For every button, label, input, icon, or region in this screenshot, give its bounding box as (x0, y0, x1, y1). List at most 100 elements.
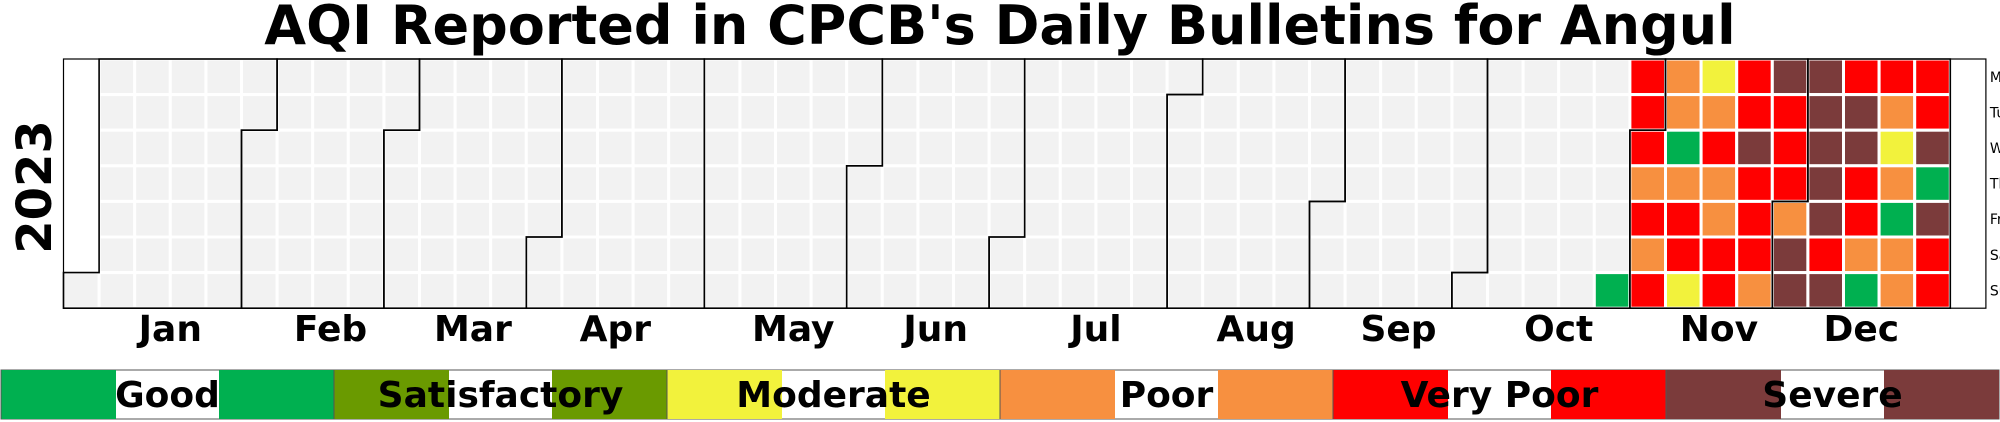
day-cell-empty (1557, 164, 1596, 203)
day-cell-moderate (1664, 271, 1703, 310)
day-cell-empty (631, 271, 671, 310)
day-cell-empty (1450, 57, 1490, 97)
day-cell-very-poor (1699, 271, 1739, 310)
day-cell-empty (667, 199, 706, 239)
day-cell-empty (97, 271, 137, 310)
day-cell-empty (1450, 199, 1490, 239)
day-cell-empty (738, 128, 778, 168)
day-cell-empty (1521, 128, 1561, 168)
day-cell-empty (1236, 57, 1276, 97)
day-cell-empty (1058, 199, 1098, 239)
day-cell-empty (1414, 271, 1454, 310)
weekday-label: Sun (1990, 283, 2000, 299)
month-label: Jun (900, 309, 968, 350)
day-cell-empty (133, 199, 172, 239)
legend-swatch-severe (1666, 370, 1781, 419)
day-cell-poor (1699, 93, 1739, 132)
weekday-label: Wed (1990, 141, 2000, 157)
day-cell-empty (418, 164, 457, 203)
day-cell-severe (1806, 93, 1846, 132)
day-cell-empty (1094, 164, 1134, 203)
day-cell-empty (1557, 235, 1596, 275)
day-cell-empty (453, 235, 493, 275)
day-cell-empty (916, 57, 956, 97)
day-cell-empty (346, 271, 386, 310)
month-label: Sep (1360, 309, 1436, 350)
day-cell-empty (1343, 57, 1383, 97)
day-cell-very-poor (1664, 199, 1703, 239)
day-cell-empty (880, 199, 920, 239)
day-cell-empty (1094, 235, 1134, 275)
day-cell-poor (1877, 164, 1917, 203)
day-cell-empty (453, 164, 493, 203)
day-cell-empty (809, 199, 849, 239)
day-cell-empty (453, 93, 493, 132)
month-label: Jul (1067, 309, 1121, 350)
day-cell-empty (204, 271, 243, 310)
day-cell-very-poor (1770, 128, 1810, 168)
day-cell-empty (1094, 199, 1134, 239)
day-cell-empty (631, 93, 671, 132)
day-cell-empty (560, 271, 600, 310)
day-cell-very-poor (1877, 57, 1917, 97)
day-cell-very-poor (1628, 93, 1668, 132)
day-cell-empty (916, 199, 956, 239)
day-cell-empty (311, 271, 350, 310)
grid-border (62, 58, 1987, 309)
day-cell-empty (667, 57, 706, 97)
legend-swatch-good (1, 370, 116, 419)
day-cell-empty (311, 164, 350, 203)
day-cell-empty (275, 128, 315, 168)
day-cell-severe (1806, 164, 1846, 203)
day-cell-empty (240, 271, 279, 310)
day-cell-empty (1379, 271, 1418, 310)
day-cell-empty (346, 164, 386, 203)
day-cell-very-poor (1913, 271, 1952, 310)
day-cell-empty (311, 128, 350, 168)
day-cell-empty (1201, 93, 1240, 132)
day-cell-empty (880, 235, 920, 275)
day-cell-empty (1592, 93, 1632, 132)
day-cell-severe (1806, 128, 1846, 168)
day-cell-empty (1521, 199, 1561, 239)
day-cell-empty (524, 128, 564, 168)
day-cell-empty (809, 271, 849, 310)
day-cell-empty (560, 235, 600, 275)
day-cell-empty (1236, 128, 1276, 168)
day-cell-empty (1058, 93, 1098, 132)
day-cell-poor (1735, 271, 1774, 310)
day-cell-empty (702, 128, 742, 168)
day-cell-very-poor (1735, 93, 1774, 132)
day-cell-empty (1130, 199, 1169, 239)
day-cell-very-poor (1664, 235, 1703, 275)
day-cell-severe (1770, 57, 1810, 97)
day-cell-empty (667, 271, 706, 310)
day-cell-empty (1023, 128, 1062, 168)
day-cell-empty (1379, 93, 1418, 132)
day-cell-empty (1343, 235, 1383, 275)
day-cell-severe (1913, 199, 1952, 239)
day-cell-empty (1521, 93, 1561, 132)
day-cell-very-poor (1842, 57, 1881, 97)
day-cell-empty (275, 199, 315, 239)
day-cell-severe (1806, 57, 1846, 97)
day-cell-empty (1094, 128, 1134, 168)
day-cell-empty (774, 235, 813, 275)
day-cell-empty (1450, 235, 1490, 275)
day-cell-empty (1023, 57, 1062, 97)
day-cell-empty (1058, 271, 1098, 310)
day-cell-empty (738, 199, 778, 239)
day-cell-empty (1130, 235, 1169, 275)
legend-swatch-moderate (885, 370, 1000, 419)
day-cell-empty (204, 93, 243, 132)
day-cell-empty (240, 93, 279, 132)
day-cell-empty (952, 199, 991, 239)
day-cell-empty (1450, 164, 1490, 203)
day-cell-empty (204, 128, 243, 168)
day-cell-empty (1201, 57, 1240, 97)
day-cell-empty (1130, 57, 1169, 97)
day-cell-empty (1414, 235, 1454, 275)
day-cell-empty (382, 235, 421, 275)
day-cell-empty (1272, 57, 1312, 97)
weekday-label: Fri (1990, 212, 2000, 228)
